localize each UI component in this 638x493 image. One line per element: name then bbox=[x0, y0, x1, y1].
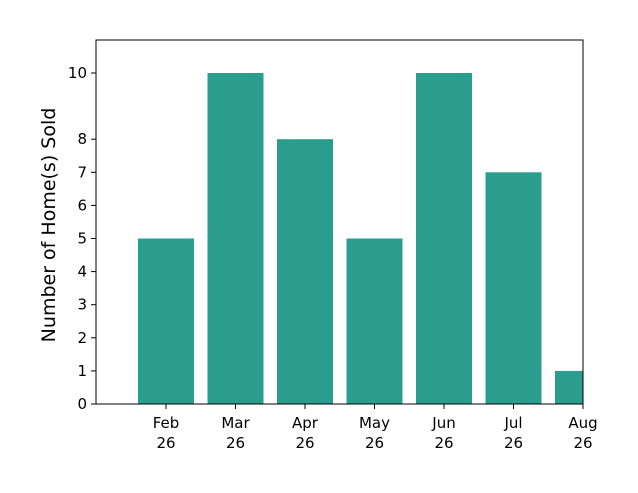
x-tick-label: Apr 26 bbox=[292, 414, 319, 452]
bar-mar bbox=[207, 73, 264, 404]
bar-jun bbox=[416, 73, 472, 404]
y-tick-label: 7 bbox=[77, 163, 87, 181]
bar-apr bbox=[277, 139, 333, 404]
x-tick-label: Mar 26 bbox=[221, 414, 250, 452]
x-ticks-group: Feb 26 Mar 26 Apr 26 May 26 Jun 26 Jul 26 Aug 26 bbox=[153, 404, 598, 452]
y-tick-label: 10 bbox=[68, 64, 87, 82]
x-tick-label: Aug 26 bbox=[568, 414, 597, 452]
bar-feb bbox=[138, 238, 194, 404]
bar-may bbox=[346, 238, 403, 404]
x-tick-label: Feb 26 bbox=[153, 414, 180, 452]
bars-group bbox=[138, 73, 583, 404]
x-tick-label: Jul 26 bbox=[503, 414, 523, 452]
y-tick-label: 4 bbox=[77, 263, 87, 281]
y-tick-label: 0 bbox=[77, 395, 87, 413]
bar-jul bbox=[485, 172, 542, 404]
y-tick-label: 6 bbox=[77, 196, 87, 214]
y-tick-label: 3 bbox=[77, 296, 87, 314]
y-tick-label: 8 bbox=[77, 130, 87, 148]
x-tick-label: Jun 26 bbox=[431, 414, 455, 452]
x-tick-label: May 26 bbox=[359, 414, 390, 452]
y-axis-label: Number of Home(s) Sold bbox=[38, 108, 60, 343]
y-tick-label: 2 bbox=[77, 329, 87, 347]
y-tick-label: 5 bbox=[77, 230, 87, 248]
y-ticks-group: 0 1 2 3 4 5 6 7 8 10 bbox=[68, 64, 96, 413]
plot-frame bbox=[95, 39, 584, 405]
y-tick-label: 1 bbox=[77, 362, 87, 380]
bar-aug bbox=[555, 370, 583, 404]
